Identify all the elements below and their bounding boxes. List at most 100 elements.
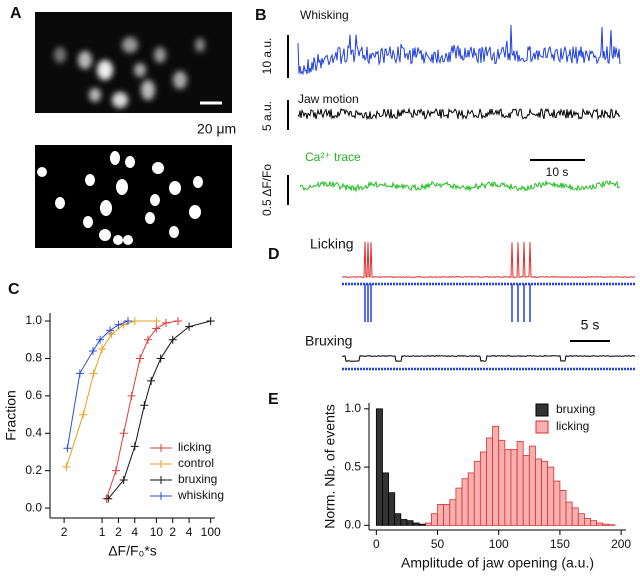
- bar: [375, 408, 383, 526]
- neuron-masks: [37, 151, 203, 245]
- bar: [486, 437, 494, 526]
- panel-label: C: [8, 281, 20, 298]
- point: [123, 317, 132, 326]
- bar: [437, 503, 445, 526]
- y-tick-label: 0.2: [25, 463, 42, 477]
- x-tick-label: 2: [61, 525, 68, 539]
- point: [119, 429, 128, 438]
- y-tick-label: 0.4: [25, 425, 42, 439]
- bar: [522, 455, 530, 526]
- bar: [498, 439, 506, 526]
- point: [75, 369, 84, 378]
- legend-label: control: [178, 456, 214, 470]
- bar: [406, 520, 414, 526]
- trace-label: Jaw motion: [298, 92, 359, 106]
- x-tick-label: 100: [201, 525, 221, 539]
- trace-label: Bruxing: [305, 333, 352, 349]
- panel-label: B: [255, 7, 267, 24]
- point: [136, 354, 145, 363]
- legend-label: bruxing: [556, 402, 595, 416]
- y-tick-label: 0.5: [344, 459, 361, 473]
- bar: [602, 523, 610, 526]
- trace: [341, 241, 636, 279]
- x-tick-label: 50: [431, 537, 445, 551]
- point: [98, 345, 107, 354]
- point: [206, 317, 215, 326]
- bar: [547, 466, 555, 526]
- point: [62, 462, 71, 471]
- bar: [565, 501, 573, 526]
- point: [161, 318, 170, 327]
- point: [89, 369, 98, 378]
- y-tick-label: 0.0: [25, 500, 42, 514]
- panel-label: E: [268, 391, 279, 408]
- point: [143, 335, 152, 344]
- x-axis-label: ΔF/F₀*s: [108, 543, 157, 559]
- bar: [382, 472, 389, 526]
- bar: [394, 513, 402, 526]
- point: [168, 335, 177, 344]
- bar: [535, 458, 542, 526]
- bar: [608, 524, 616, 526]
- trace: [299, 179, 621, 193]
- point: [63, 444, 72, 453]
- point: [96, 335, 105, 344]
- bar: [577, 513, 585, 526]
- scale-label: 10 s: [546, 165, 569, 179]
- bar: [504, 449, 512, 526]
- bar: [461, 478, 469, 526]
- x-tick-label: 2: [115, 525, 122, 539]
- bar: [492, 425, 500, 526]
- scale-label: 10 a.u.: [260, 38, 274, 75]
- point: [156, 354, 165, 363]
- bar: [424, 522, 432, 526]
- y-axis-label: Norm. Nb. of events: [322, 404, 338, 529]
- x-tick-label: 2: [169, 525, 176, 539]
- point: [79, 410, 88, 419]
- legend-label: bruxing: [178, 472, 217, 486]
- bar: [400, 519, 408, 526]
- point: [147, 376, 156, 385]
- x-tick-label: 200: [611, 537, 631, 551]
- bar: [467, 472, 475, 526]
- point: [152, 317, 161, 326]
- point: [119, 476, 128, 485]
- trace-label: Licking: [310, 236, 354, 252]
- trace: [341, 355, 636, 363]
- scale-label: 5 a.u.: [260, 101, 274, 131]
- bar: [473, 460, 481, 526]
- x-tick-label: 1: [99, 525, 106, 539]
- x-tick-label: 4: [186, 525, 193, 539]
- bar: [596, 522, 604, 526]
- scale-bars: [287, 35, 610, 342]
- bar: [443, 503, 451, 526]
- trace-label: Whisking: [300, 8, 349, 22]
- point: [185, 322, 194, 331]
- bar: [418, 523, 426, 526]
- bar: [559, 489, 567, 526]
- bar: [431, 513, 438, 526]
- point: [152, 324, 161, 333]
- bar: [412, 522, 420, 526]
- x-tick-label: 4: [131, 525, 138, 539]
- legend-swatch: [150, 444, 172, 452]
- bar: [571, 507, 579, 526]
- bar: [528, 445, 536, 526]
- point: [106, 326, 115, 335]
- y-tick-label: 0.6: [25, 388, 42, 402]
- panel-label: A: [10, 5, 22, 22]
- y-tick-label: 0.0: [344, 518, 361, 532]
- scale-label: 20 μm: [197, 121, 236, 137]
- legend-swatch: [535, 403, 549, 417]
- point: [130, 442, 139, 451]
- point: [127, 391, 136, 400]
- scale-label: 0.5 ΔF/Fo: [260, 164, 274, 216]
- bar: [583, 517, 591, 526]
- legend-swatch: [150, 460, 172, 468]
- point: [88, 346, 97, 355]
- trace: [297, 24, 621, 76]
- x-tick-label: 100: [489, 537, 509, 551]
- x-tick-label: 150: [550, 537, 570, 551]
